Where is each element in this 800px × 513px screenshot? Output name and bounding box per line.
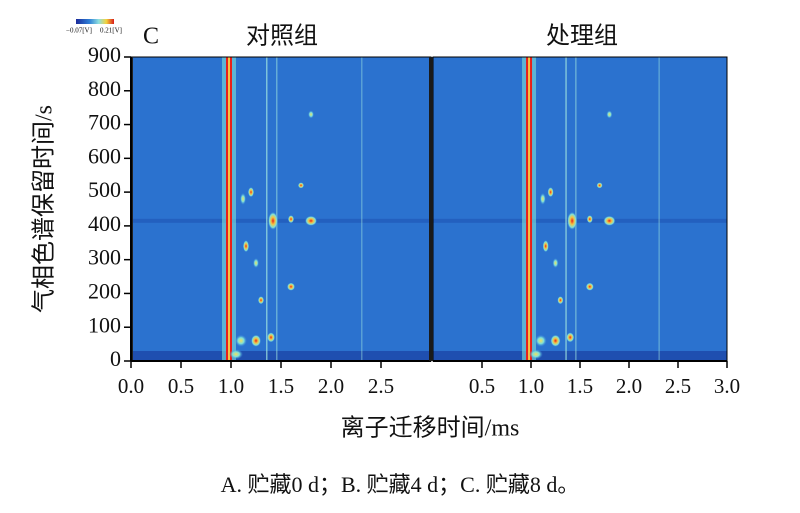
peak-spot xyxy=(308,110,314,119)
baseline-band xyxy=(433,351,727,361)
peak-spot xyxy=(243,240,249,253)
peak-spot xyxy=(566,332,575,343)
x-axis-label: 离子迁移时间/ms xyxy=(341,415,520,442)
colorbar-min: −0.07[V] xyxy=(66,27,92,35)
peak-spot xyxy=(603,215,616,226)
y-tick-label: 0 xyxy=(110,346,121,371)
heatmap-background xyxy=(131,57,431,361)
colorbar-max: 0.21[V] xyxy=(100,27,122,35)
x-tick-label: 2.0 xyxy=(616,374,642,398)
horizontal-band xyxy=(131,218,431,223)
y-tick-label: 900 xyxy=(88,42,121,67)
heatmap-background xyxy=(433,57,727,361)
peak-spot xyxy=(596,182,603,189)
x-tick-label: 1.5 xyxy=(567,374,593,398)
peak-spot xyxy=(567,211,578,230)
panel-label: C xyxy=(143,24,159,50)
peak-spot xyxy=(251,334,261,347)
peak-spot xyxy=(585,282,594,291)
x-tick-label: 0.5 xyxy=(168,374,194,398)
y-tick-label: 600 xyxy=(88,143,121,168)
y-tick-label: 800 xyxy=(88,76,121,101)
y-tick-label: 500 xyxy=(88,177,121,202)
x-tick-label: 0.0 xyxy=(118,374,144,398)
peak-spot xyxy=(253,258,259,269)
caption: A. 贮藏0 d；B. 贮藏4 d；C. 贮藏8 d。 xyxy=(221,472,580,497)
peak-spot xyxy=(235,334,247,347)
peak-spot xyxy=(258,296,264,305)
peak-spot xyxy=(287,282,295,291)
peak-spot xyxy=(248,187,254,198)
peak-spot xyxy=(267,332,275,343)
y-tick-label: 100 xyxy=(88,312,121,337)
y-tick-label: 300 xyxy=(88,245,121,270)
x-tick-label: 2.5 xyxy=(368,374,394,398)
peak-spot xyxy=(557,296,564,305)
streak xyxy=(575,57,577,361)
peak-spot xyxy=(240,192,246,205)
peak-spot xyxy=(539,192,546,205)
panel-title: 处理组 xyxy=(546,23,618,50)
x-tick-label: 1.0 xyxy=(218,374,244,398)
rip-core xyxy=(528,57,531,361)
y-tick-label: 400 xyxy=(88,211,121,236)
streak xyxy=(658,57,660,361)
y-tick-label: 700 xyxy=(88,110,121,135)
peak-spot xyxy=(298,182,304,189)
peak-spot xyxy=(288,215,294,224)
y-axis-label: 气相色谱保留时间/s xyxy=(31,105,58,313)
peak-spot xyxy=(542,240,549,253)
y-tick-label: 200 xyxy=(88,278,121,303)
rip-core xyxy=(228,57,230,361)
horizontal-band xyxy=(433,218,727,223)
peak-spot xyxy=(268,211,278,230)
peak-spot xyxy=(528,349,543,360)
streak xyxy=(361,57,363,361)
peak-spot xyxy=(229,349,243,360)
peak-spot xyxy=(606,110,613,119)
colorbar xyxy=(76,19,114,24)
x-tick-label: 1.0 xyxy=(518,374,544,398)
panel-separator xyxy=(429,57,433,361)
peak-spot xyxy=(547,187,554,198)
peak-spot xyxy=(586,215,593,224)
streak xyxy=(565,57,567,361)
x-tick-label: 3.0 xyxy=(714,374,740,398)
x-tick-label: 0.5 xyxy=(469,374,495,398)
x-tick-label: 2.0 xyxy=(318,374,344,398)
peak-spot xyxy=(534,334,547,347)
peak-spot xyxy=(552,258,559,269)
x-tick-label: 2.5 xyxy=(665,374,691,398)
x-tick-label: 1.5 xyxy=(268,374,294,398)
peak-spot xyxy=(305,215,317,226)
streak xyxy=(266,57,268,361)
peak-spot xyxy=(550,334,561,347)
baseline-band xyxy=(131,351,431,361)
streak xyxy=(276,57,278,361)
panel-title: 对照组 xyxy=(246,23,318,50)
